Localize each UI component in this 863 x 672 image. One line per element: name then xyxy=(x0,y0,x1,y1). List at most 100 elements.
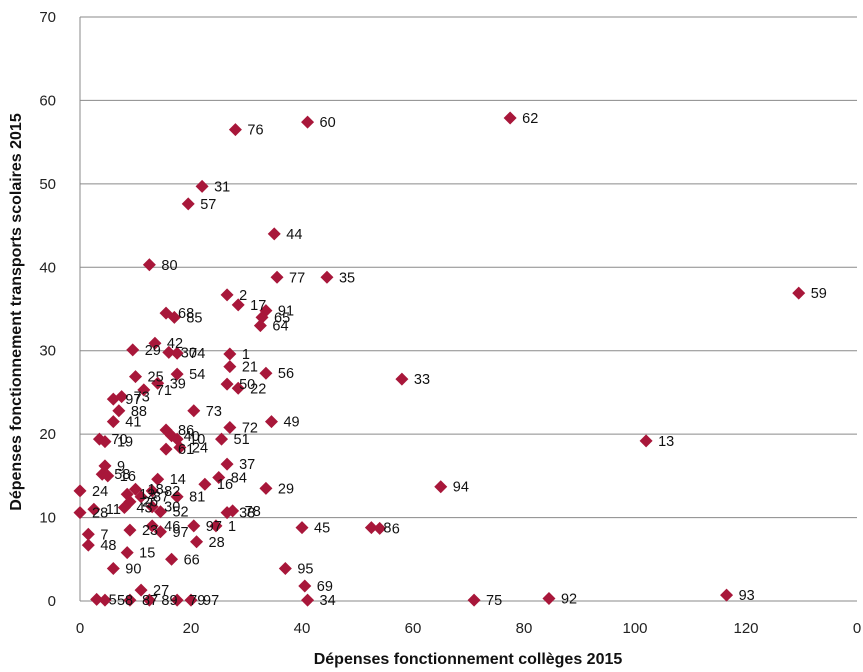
data-point xyxy=(264,415,278,429)
data-point-label: 91 xyxy=(278,304,294,320)
data-points xyxy=(73,111,806,607)
data-point xyxy=(720,588,734,602)
data-point xyxy=(278,561,292,575)
data-point xyxy=(170,490,184,504)
data-point xyxy=(434,480,448,494)
data-point xyxy=(142,593,156,607)
data-point xyxy=(792,286,806,300)
data-point xyxy=(153,505,167,519)
data-point-label: 56 xyxy=(278,366,294,382)
data-point xyxy=(101,469,115,483)
data-point-label: 16 xyxy=(120,469,136,485)
data-point-label: 62 xyxy=(522,111,538,127)
data-point-label: 42 xyxy=(167,336,183,352)
data-point xyxy=(145,519,159,533)
data-point-label: 7 xyxy=(100,527,108,543)
data-point-label: 70 xyxy=(111,432,127,448)
data-point xyxy=(98,435,112,449)
y-tick-label: 20 xyxy=(39,426,56,443)
data-point xyxy=(253,319,267,333)
data-point xyxy=(270,270,284,284)
data-point xyxy=(301,115,315,129)
data-point-label: 59 xyxy=(811,286,827,302)
data-point-label: 69 xyxy=(317,579,333,595)
data-point-label: 71 xyxy=(156,383,172,399)
data-point xyxy=(220,506,234,520)
data-point-label: 72 xyxy=(242,420,258,436)
data-point-label: 82 xyxy=(164,484,180,500)
x-tick-label: 80 xyxy=(516,620,533,637)
data-point-label: 18 xyxy=(148,482,164,498)
data-point xyxy=(126,343,140,357)
data-point-label: 28 xyxy=(92,506,108,522)
data-point-label: 49 xyxy=(283,415,299,431)
data-point-label: 19 xyxy=(117,435,133,451)
data-point-label: 8 xyxy=(383,521,391,537)
data-point-label: 30 xyxy=(164,500,180,516)
x-axis-label: Dépenses fonctionnement collèges 2015 xyxy=(314,651,623,668)
data-point xyxy=(195,179,209,193)
data-point xyxy=(220,457,234,471)
data-point xyxy=(129,370,142,384)
data-point-label: 28 xyxy=(209,535,225,551)
data-point-label: 41 xyxy=(125,415,141,431)
data-point-label: 89 xyxy=(161,593,177,609)
data-point-label: 68 xyxy=(178,306,194,322)
x-tick-label: 0 xyxy=(853,620,861,637)
data-point xyxy=(255,310,269,324)
data-point xyxy=(373,521,387,535)
data-point-label: 85 xyxy=(186,310,202,326)
data-point xyxy=(187,404,201,418)
data-point xyxy=(167,310,181,324)
data-point xyxy=(81,538,95,552)
data-point xyxy=(170,593,184,607)
data-point xyxy=(364,521,378,535)
data-point-label: 5 xyxy=(109,592,117,608)
data-point-label: 81 xyxy=(189,490,205,506)
data-point xyxy=(73,484,87,498)
data-point xyxy=(145,500,159,514)
data-point-label: 44 xyxy=(286,227,302,243)
data-point xyxy=(115,390,129,404)
data-point-label: 80 xyxy=(161,258,177,274)
data-point-label: 65 xyxy=(274,310,290,326)
data-point-label: 1 xyxy=(228,519,236,535)
data-point xyxy=(298,579,312,593)
data-point xyxy=(123,593,137,607)
data-point xyxy=(231,381,245,395)
y-tick-label: 50 xyxy=(39,176,56,193)
data-point xyxy=(198,477,212,491)
data-point xyxy=(467,593,481,607)
data-point xyxy=(209,519,223,533)
data-point xyxy=(181,197,195,211)
data-point-label: 29 xyxy=(278,481,294,497)
data-point-label: 11 xyxy=(106,502,121,518)
data-point-label: 75 xyxy=(486,593,502,609)
data-point xyxy=(259,366,273,380)
data-point-label: 31 xyxy=(214,179,230,195)
data-point xyxy=(187,519,201,533)
y-tick-label: 70 xyxy=(39,9,56,26)
x-tick-label: 100 xyxy=(622,620,647,637)
data-point-label: 33 xyxy=(414,372,430,388)
x-tick-labels: 0 20 40 60 80 100 120 0 xyxy=(76,620,861,637)
data-point xyxy=(228,123,242,137)
data-point xyxy=(231,298,245,312)
data-point-label: 38 xyxy=(239,506,255,522)
data-point-label: 30 xyxy=(181,345,197,361)
data-point xyxy=(137,383,151,397)
data-point-label: 66 xyxy=(184,552,200,568)
data-point xyxy=(162,345,176,359)
data-point xyxy=(503,111,517,125)
data-point-label: 97 xyxy=(172,525,188,541)
data-point-label: 86 xyxy=(178,423,194,439)
data-point xyxy=(145,484,159,498)
y-axis-label: Dépenses fonctionnement transports scola… xyxy=(8,113,25,511)
data-point-label: 92 xyxy=(561,591,577,607)
data-point-label: 87 xyxy=(142,593,158,609)
data-point xyxy=(142,258,156,272)
data-point-label: 27 xyxy=(153,583,169,599)
data-point xyxy=(220,288,234,302)
data-point-label: 73 xyxy=(134,390,150,406)
